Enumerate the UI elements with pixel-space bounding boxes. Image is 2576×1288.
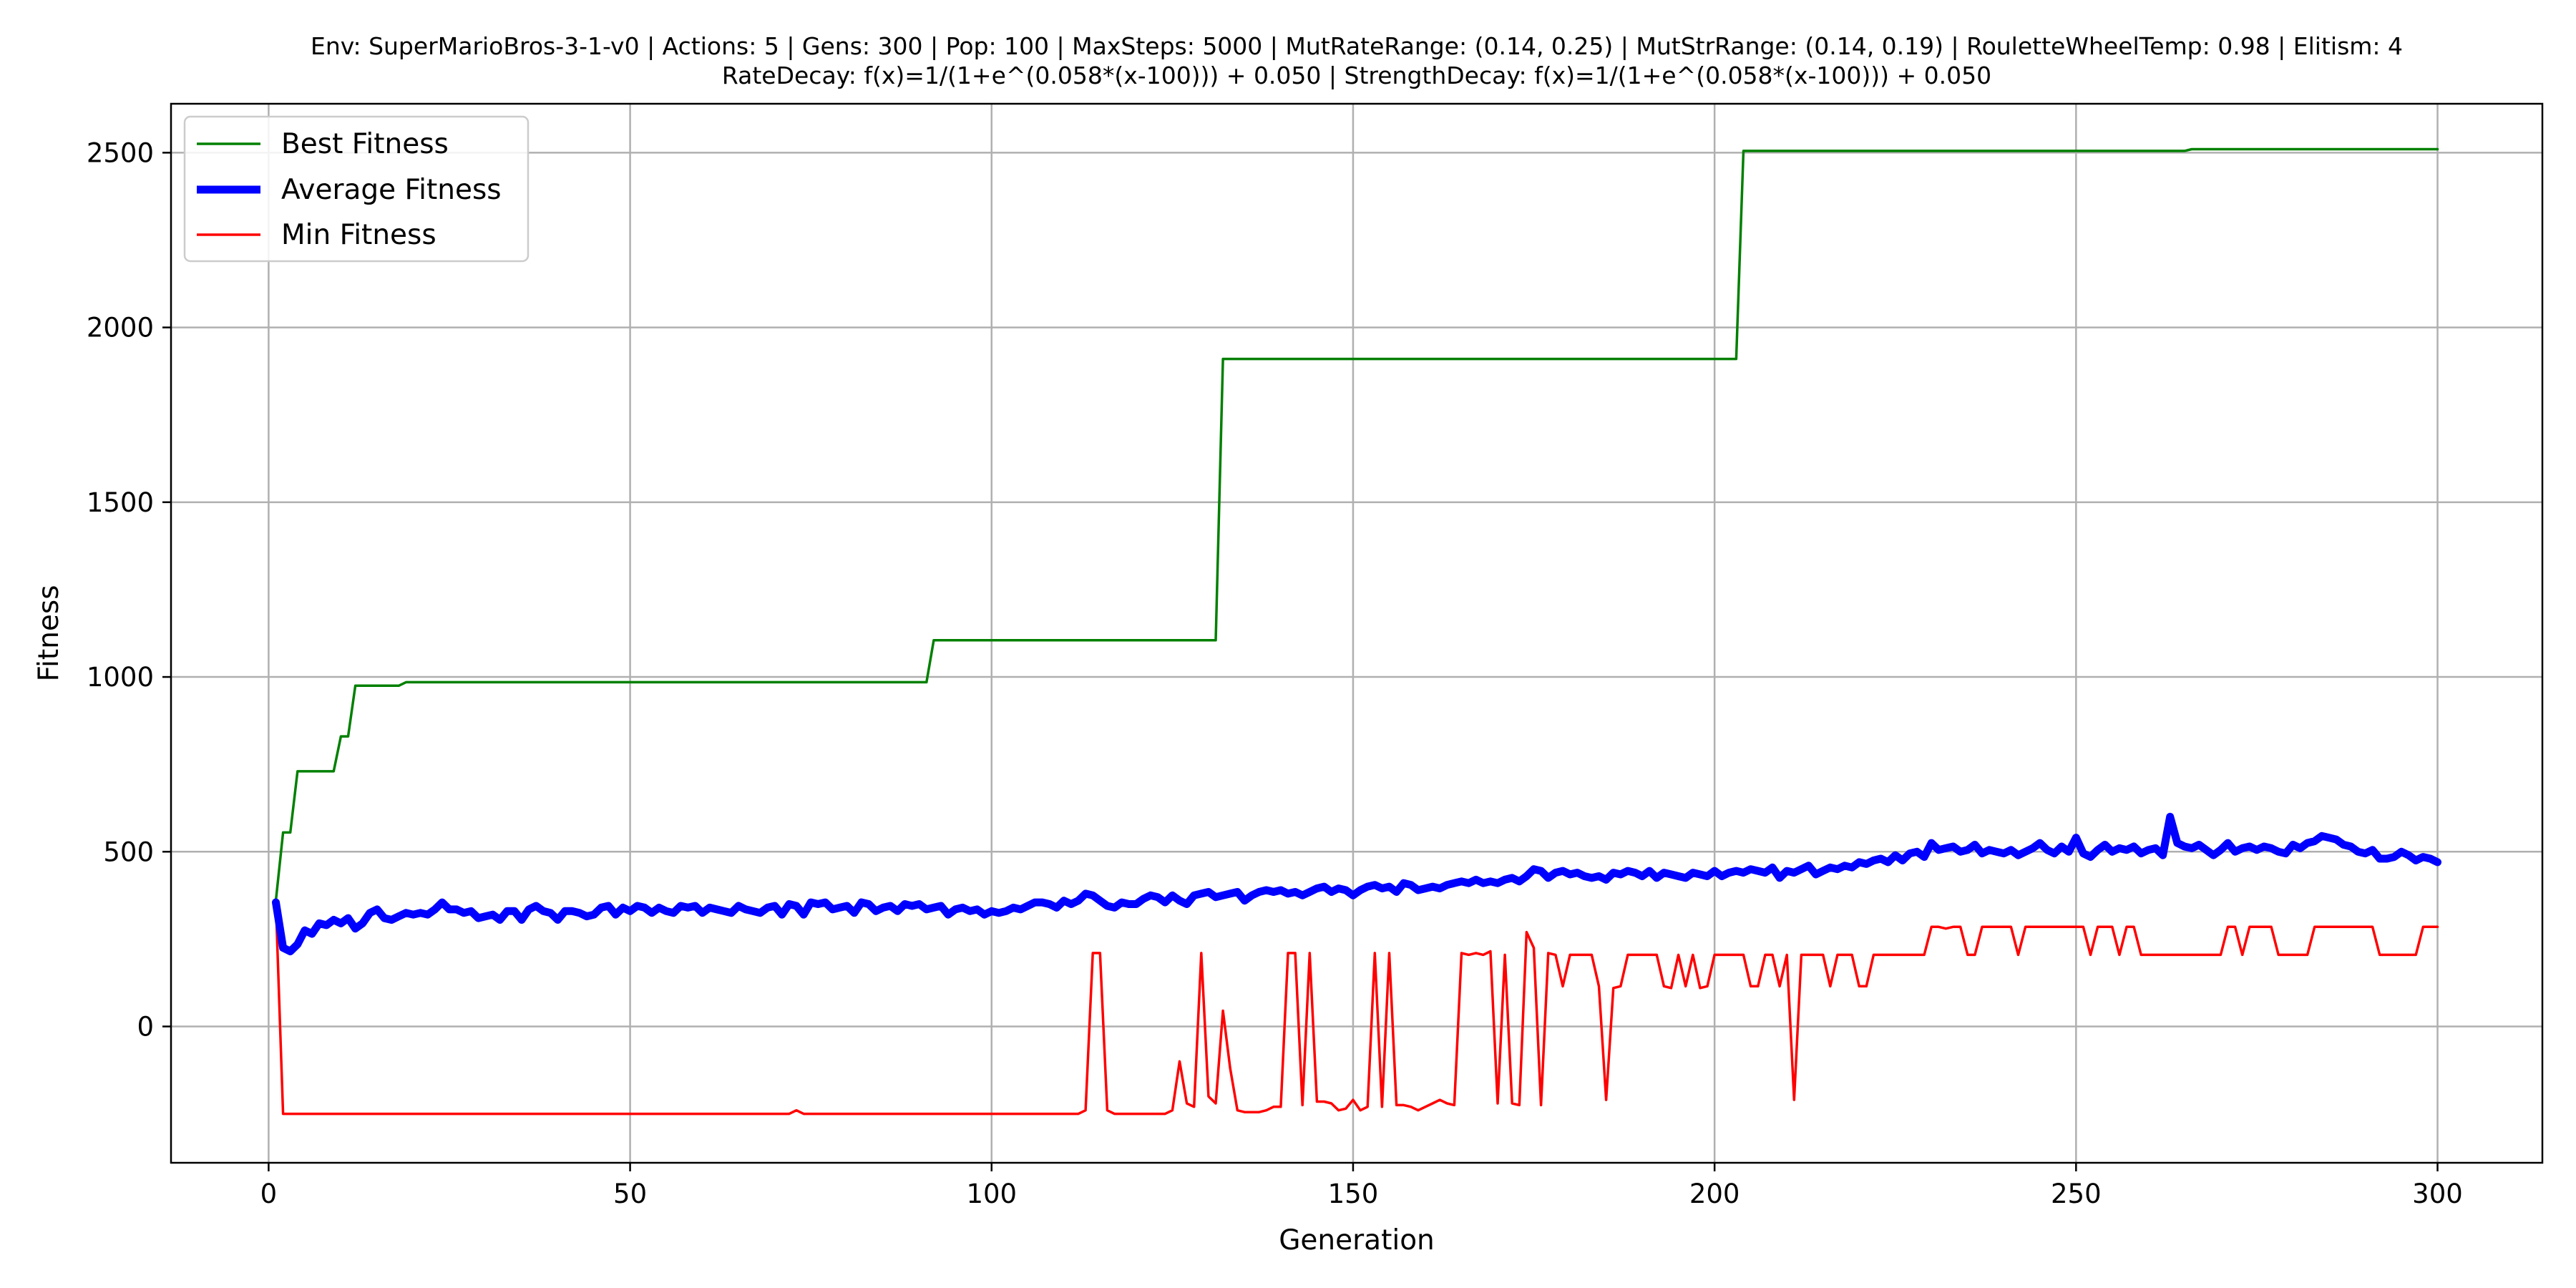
legend: Best Fitness Average Fitness Min Fitness bbox=[183, 115, 530, 263]
plot-area-frame bbox=[170, 102, 2544, 1164]
x-tick-label: 0 bbox=[260, 1179, 278, 1209]
x-tick-label: 50 bbox=[613, 1179, 647, 1209]
x-tick-label: 300 bbox=[2412, 1179, 2463, 1209]
grid-lines bbox=[171, 104, 2542, 1163]
legend-label-best: Best Fitness bbox=[281, 128, 449, 160]
x-axis-label: Generation bbox=[1279, 1224, 1435, 1257]
y-tick-label: 2500 bbox=[87, 137, 154, 168]
y-tick-label: 1000 bbox=[87, 662, 154, 693]
legend-label-min: Min Fitness bbox=[281, 219, 436, 251]
x-tick-label: 200 bbox=[1689, 1179, 1740, 1209]
chart-title-line-1: Env: SuperMarioBros-3-1-v0 | Actions: 5 … bbox=[311, 32, 2403, 60]
chart-title-line-2: RateDecay: f(x)=1/(1+e^(0.058*(x-100))) … bbox=[722, 62, 1991, 89]
x-tick-label: 100 bbox=[966, 1179, 1017, 1209]
series-lines bbox=[272, 147, 2441, 1116]
legend-box bbox=[183, 115, 530, 263]
x-tick-label: 150 bbox=[1328, 1179, 1379, 1209]
axis-ticks: 0 50 100 150 200 250 300 0 500 1000 1500 2000 2500 bbox=[87, 137, 2463, 1209]
y-axis-label: Fitness bbox=[33, 585, 65, 681]
best-fitness-line bbox=[274, 147, 2439, 902]
min-fitness-line bbox=[274, 901, 2439, 1116]
y-tick-label: 500 bbox=[103, 836, 154, 867]
x-tick-label: 250 bbox=[2051, 1179, 2102, 1209]
legend-label-average: Average Fitness bbox=[281, 174, 502, 206]
average-fitness-line bbox=[272, 812, 2441, 955]
y-tick-label: 2000 bbox=[87, 313, 154, 343]
y-tick-label: 0 bbox=[137, 1012, 154, 1043]
y-tick-label: 1500 bbox=[87, 487, 154, 518]
